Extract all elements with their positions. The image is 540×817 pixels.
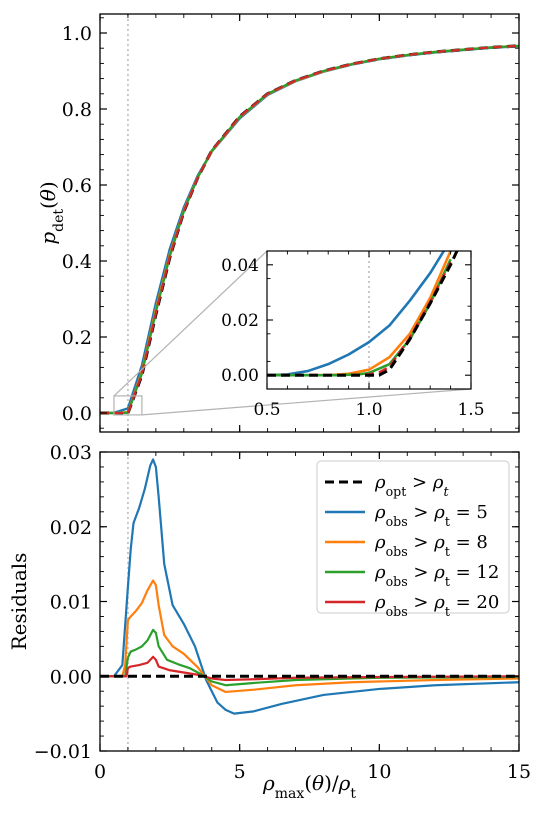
legend-box — [316, 460, 510, 614]
x-axis-label: ρmax(θ)/ρt — [262, 771, 356, 802]
legend-label-1: ρobs > ρt = 5 — [374, 502, 488, 529]
top-panel-detection-probability: 0.0 0.2 0.4 0.6 0.8 1.0 pdet(θ) — [36, 13, 520, 433]
x-tick-label: 0 — [94, 761, 106, 783]
inset-x-tick-label: 1.5 — [457, 400, 484, 420]
zoom-connector — [113, 250, 268, 397]
y-tick-label: 0.2 — [62, 327, 92, 349]
zoom-connector — [141, 388, 472, 416]
top-axes-frame — [99, 13, 520, 433]
inset-x-tick-label: 1.0 — [355, 400, 382, 420]
inset-zoom-panel: 0.00 0.02 0.04 0.5 1.0 1.5 — [113, 250, 485, 420]
residuals-y-axis-label: Residuals — [7, 553, 31, 651]
inset-x-tick-label: 0.5 — [253, 400, 280, 420]
residual-series-line-2 — [100, 579, 520, 694]
y-tick-label: 0.8 — [62, 99, 92, 121]
inset-plot-area — [267, 251, 459, 389]
residual-series-line-3 — [100, 628, 520, 687]
legend: ρopt > ρt ρobs > ρt = 5 ρobs > ρt = 8 ρobs … — [316, 460, 510, 619]
y-tick-label: 0.6 — [62, 175, 92, 197]
residual-series-line-4 — [100, 655, 520, 682]
y-tick-label: 0.4 — [62, 251, 92, 273]
inset-series-line-0 — [267, 251, 459, 377]
inset-y-tick-label: 0.00 — [221, 366, 259, 386]
inset-y-tick-label: 0.04 — [221, 256, 259, 276]
y-tick-label: 0.00 — [50, 666, 92, 688]
legend-label-3: ρobs > ρt = 12 — [374, 562, 499, 589]
top-y-label-text: pdet(θ) — [36, 181, 67, 244]
x-tick-label: 10 — [367, 761, 391, 783]
y-tick-label: 0.0 — [62, 403, 92, 425]
y-tick-label: 0.03 — [50, 442, 92, 464]
residual-series-line-1 — [100, 458, 520, 715]
top-y-axis-label: pdet(θ) — [36, 181, 67, 244]
x-tick-label: 15 — [507, 761, 531, 783]
y-tick-label: 0.01 — [50, 592, 92, 614]
legend-label-4: ρobs > ρt = 20 — [374, 592, 499, 619]
bottom-panel-residuals: −0.01 0.00 0.01 0.02 0.03 0 5 10 15 Residuals ρmax… — [7, 442, 531, 802]
legend-label-0: ρopt > ρt — [374, 472, 449, 499]
zoom-region-box — [113, 395, 143, 416]
inset-series-line-1 — [267, 251, 446, 377]
inset-y-tick-label: 0.02 — [221, 311, 259, 331]
y-tick-label: 1.0 — [62, 23, 92, 45]
y-tick-label: 0.02 — [50, 517, 92, 539]
y-tick-label: −0.01 — [34, 741, 92, 763]
x-tick-label: 5 — [234, 761, 246, 783]
top-series-line-4 — [100, 44, 520, 415]
legend-label-2: ρobs > ρt = 8 — [374, 532, 488, 559]
